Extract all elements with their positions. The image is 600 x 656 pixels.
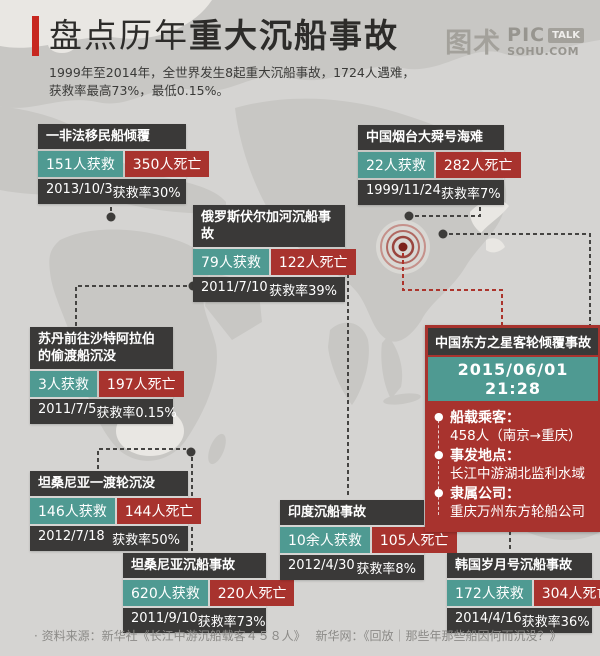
logo-pic-text: PIC: [507, 24, 546, 46]
event-card-india-shipwreck: 印度沉船事故 10余人获救 105人死亡 2012/4/30 获救率8%: [280, 500, 457, 580]
rescued-count: 172人获救: [447, 580, 532, 606]
epicenter-connector-line: [402, 253, 503, 326]
rescue-rate: 获救率39%: [269, 284, 337, 299]
rescue-rate: 获救率50%: [112, 533, 180, 548]
rescued-count: 3人获救: [30, 371, 97, 397]
event-date: 2011/9/10: [131, 611, 198, 626]
source-footnote: · 资料来源：新华社《长江中游沉船载客４５８人》 新华网：《回放｜那些年那些船因…: [34, 629, 562, 643]
featured-item-passengers: ● 船载乘客： 458人（南京→重庆）: [434, 409, 592, 445]
event-title: 坦桑尼亚一渡轮沉没: [30, 471, 188, 496]
subtitle-line-1: 1999年至2014年，全世界发生8起重大沉船事故，1724人遇难，: [49, 65, 415, 80]
subtitle-line-2: 获救率最高73%，最低0.15%。: [49, 83, 229, 98]
event-title: 坦桑尼亚沉船事故: [123, 553, 266, 578]
rescue-rate: 获救率73%: [197, 615, 266, 630]
featured-item-value: 长江中游湖北监利水域: [450, 466, 585, 482]
death-count: 220人死亡: [209, 580, 295, 606]
page-title-regular: 盘点历年: [49, 16, 189, 55]
location-dot-zanzibar: [186, 447, 196, 457]
event-date: 2012/4/30: [288, 558, 355, 573]
featured-item-company: ● 隶属公司： 重庆万州东方轮船公司: [434, 485, 592, 521]
rescue-rate: 获救率7%: [440, 187, 501, 202]
subtitle: 1999年至2014年，全世界发生8起重大沉船事故，1724人遇难， 获救率最高…: [49, 64, 415, 100]
event-card-illegal-immigrant-ship: 一非法移民船倾覆 151人获救 350人死亡 2013/10/3 获救率30%: [38, 124, 210, 204]
event-title: 中国烟台大舜号海难: [358, 125, 504, 150]
title-accent-bar: [32, 16, 39, 56]
event-title: 一非法移民船倾覆: [38, 124, 186, 149]
page-title: 盘点历年重大沉船事故: [49, 16, 399, 56]
event-date: 2012/7/18: [38, 529, 105, 544]
event-title: 韩国岁月号沉船事故: [447, 553, 592, 578]
featured-item-label: 隶属公司：: [450, 486, 520, 502]
featured-item-label: 船载乘客：: [450, 410, 520, 426]
event-date: 2014/4/16: [455, 611, 522, 626]
header: 盘点历年重大沉船事故 1999年至2014年，全世界发生8起重大沉船事故，172…: [32, 16, 415, 100]
rescue-rate: 获救率8%: [356, 562, 416, 577]
event-date: 1999/11/24: [366, 183, 441, 198]
death-count: 122人死亡: [270, 249, 356, 275]
event-date: 2011/7/5: [38, 402, 97, 417]
featured-item-value: 重庆万州东方轮船公司: [450, 504, 585, 520]
rescued-count: 146人获救: [30, 498, 115, 524]
event-title: 俄罗斯伏尔加河沉船事故: [193, 205, 345, 247]
event-card-tanzania-ferry: 坦桑尼亚一渡轮沉没 146人获救 144人死亡 2012/7/18 获救率50%: [30, 471, 202, 551]
featured-card-dongfang-star: 中国东方之星客轮倾覆事故 2015/06/01 21:28 ● 船载乘客： 45…: [425, 325, 600, 532]
event-date: 2013/10/3: [46, 182, 113, 197]
rescued-count: 151人获救: [38, 151, 123, 177]
event-card-sudan-smuggling-ship: 苏丹前往沙特阿拉伯的偷渡船沉没 3人获救 197人死亡 2011/7/5 获救率0…: [30, 327, 184, 424]
bullet-guide-line: [438, 415, 439, 515]
bullet-icon: ●: [434, 486, 444, 499]
rescued-count: 620人获救: [123, 580, 208, 606]
event-card-volga-russia: 俄罗斯伏尔加河沉船事故 79人获救 122人死亡 2011/7/10 获救率39%: [193, 205, 356, 302]
page-title-bold: 重大沉船事故: [189, 16, 399, 55]
logo-talk-badge: TALK: [548, 28, 584, 43]
featured-title: 中国东方之星客轮倾覆事故: [428, 328, 598, 355]
event-card-tanzania-shipwreck: 坦桑尼亚沉船事故 620人获救 220人死亡 2011/9/10 获救率73%: [123, 553, 295, 633]
rescue-rate: 获救率0.15%: [96, 406, 177, 421]
rescued-count: 22人获救: [358, 152, 434, 178]
death-count: 144人死亡: [116, 498, 202, 524]
location-dot-mediterranean: [106, 212, 116, 222]
death-count: 304人死亡: [533, 580, 600, 606]
event-date: 2011/7/10: [201, 280, 268, 295]
location-dot-yantai: [404, 211, 414, 221]
featured-item-value: 458人（南京→重庆）: [450, 428, 582, 444]
event-card-yantai-dashun: 中国烟台大舜号海难 22人获救 282人死亡 1999/11/24 获救率7%: [358, 125, 521, 205]
logo-site-text: SOHU.COM: [507, 45, 580, 58]
death-count: 350人死亡: [124, 151, 210, 177]
death-count: 282人死亡: [435, 152, 521, 178]
bullet-icon: ●: [434, 410, 444, 423]
featured-datetime: 2015/06/01 21:28: [428, 357, 598, 401]
logo-mark-glyphs: 图术: [445, 28, 502, 59]
featured-item-location: ● 事发地点： 长江中游湖北监利水域: [434, 447, 592, 483]
location-dot-korea: [438, 229, 448, 239]
rescue-rate: 获救率36%: [521, 615, 590, 630]
epicenter-icon: [376, 220, 430, 274]
event-title: 苏丹前往沙特阿拉伯的偷渡船沉没: [30, 327, 173, 369]
rescue-rate: 获救率30%: [112, 186, 181, 201]
event-title: 印度沉船事故: [280, 500, 424, 525]
featured-item-label: 事发地点：: [450, 448, 520, 464]
pictalk-logo: 图术 PIC TALK SOHU.COM: [445, 24, 584, 60]
featured-details: ● 船载乘客： 458人（南京→重庆） ● 事发地点： 长江中游湖北监利水域 ●…: [428, 401, 598, 529]
rescued-count: 79人获救: [193, 249, 269, 275]
bullet-icon: ●: [434, 448, 444, 461]
rescued-count: 10余人获救: [280, 527, 370, 553]
death-count: 197人死亡: [98, 371, 184, 397]
